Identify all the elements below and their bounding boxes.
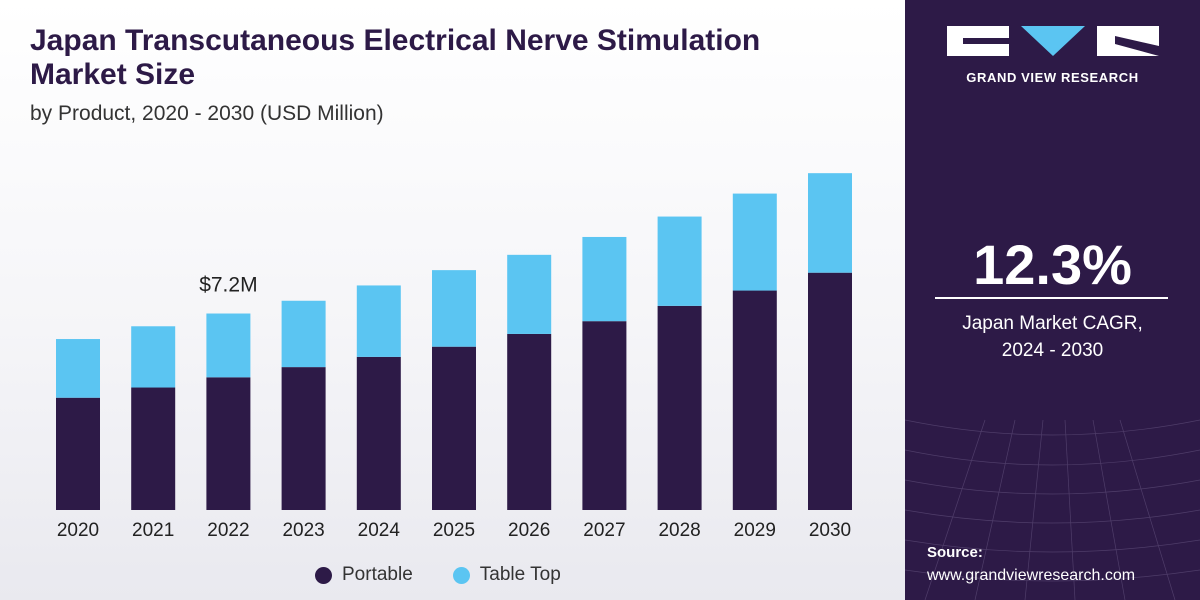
chart-title: Japan Transcutaneous Electrical Nerve St… bbox=[30, 24, 761, 91]
legend-label-portable: Portable bbox=[342, 564, 413, 585]
stacked-bar-chart: 2020 2021 2022 $7.2M 2023 2024 2025 2026 2027 202… bbox=[56, 173, 852, 541]
bar-table-top-2023 bbox=[281, 300, 326, 368]
x-tick-label-2024: 2024 bbox=[358, 520, 401, 541]
x-tick-label-2027: 2027 bbox=[583, 520, 625, 541]
cagr-label-line-2: 2024 - 2030 bbox=[1001, 340, 1104, 361]
cagr-label: Japan Market CAGR, 2024 - 2030 bbox=[905, 310, 1200, 364]
bar-portable-2029 bbox=[732, 290, 777, 510]
cagr-label-line-1: Japan Market CAGR, bbox=[962, 313, 1143, 334]
chart-legend: Portable Table Top bbox=[315, 562, 561, 588]
decorative-grid bbox=[905, 419, 1200, 600]
x-tick-label-2025: 2025 bbox=[433, 520, 475, 541]
source-label: Source: bbox=[927, 544, 983, 561]
cagr-value: 12.3% bbox=[973, 233, 1132, 296]
bar-portable-2025 bbox=[432, 346, 476, 510]
logo-mark-icon bbox=[947, 26, 1159, 56]
bar-table-top-2027 bbox=[582, 236, 627, 322]
bar-table-top-2020 bbox=[56, 339, 100, 398]
source-url[interactable]: www.grandviewresearch.com bbox=[927, 567, 1136, 584]
x-tick-label-2030: 2030 bbox=[809, 520, 851, 541]
grand-view-research-logo: GRAND VIEW RESEARCH bbox=[945, 22, 1160, 92]
bar-table-top-2029 bbox=[732, 193, 777, 291]
bar-table-top-2022 bbox=[206, 313, 251, 378]
bar-table-top-2026 bbox=[507, 254, 552, 334]
chart-subtitle: by Product, 2020 - 2030 (USD Million) bbox=[30, 102, 384, 125]
bar-table-top-2028 bbox=[657, 216, 702, 306]
legend-item-table-top: Table Top bbox=[452, 564, 561, 586]
bar-table-top-2021 bbox=[131, 326, 176, 388]
x-tick-label-2026: 2026 bbox=[508, 520, 550, 541]
x-tick-label-2022: 2022 bbox=[207, 520, 249, 541]
legend-label-table-top: Table Top bbox=[479, 564, 561, 585]
bar-portable-2021 bbox=[131, 387, 176, 510]
x-tick-label-2023: 2023 bbox=[282, 520, 324, 541]
bar-table-top-2025 bbox=[432, 270, 476, 347]
bar-portable-2020 bbox=[56, 397, 100, 510]
x-tick-label-2020: 2020 bbox=[57, 520, 99, 541]
bar-table-top-2024 bbox=[356, 285, 401, 357]
bar-portable-2024 bbox=[356, 356, 401, 510]
bar-table-top-2030 bbox=[808, 173, 852, 273]
legend-dot-table-top bbox=[452, 566, 470, 584]
x-tick-label-2028: 2028 bbox=[658, 520, 700, 541]
cagr-divider bbox=[935, 297, 1168, 299]
bar-portable-2023 bbox=[281, 367, 326, 510]
x-tick-label-2029: 2029 bbox=[734, 520, 776, 541]
logo-text: GRAND VIEW RESEARCH bbox=[966, 70, 1139, 85]
x-tick-label-2021: 2021 bbox=[132, 520, 174, 541]
bar-portable-2030 bbox=[808, 272, 852, 510]
bar-value-annotation: $7.2M bbox=[199, 274, 257, 297]
legend-item-portable: Portable bbox=[315, 564, 413, 586]
bar-portable-2027 bbox=[582, 321, 627, 510]
bar-portable-2026 bbox=[507, 333, 552, 510]
bar-portable-2022 bbox=[206, 377, 251, 510]
legend-dot-portable bbox=[315, 566, 332, 584]
info-sidebar: GRAND VIEW RESEARCH 12.3% Japan Market C… bbox=[905, 0, 1200, 600]
bar-portable-2028 bbox=[657, 305, 702, 510]
chart-panel: Japan Transcutaneous Electrical Nerve St… bbox=[0, 0, 905, 600]
